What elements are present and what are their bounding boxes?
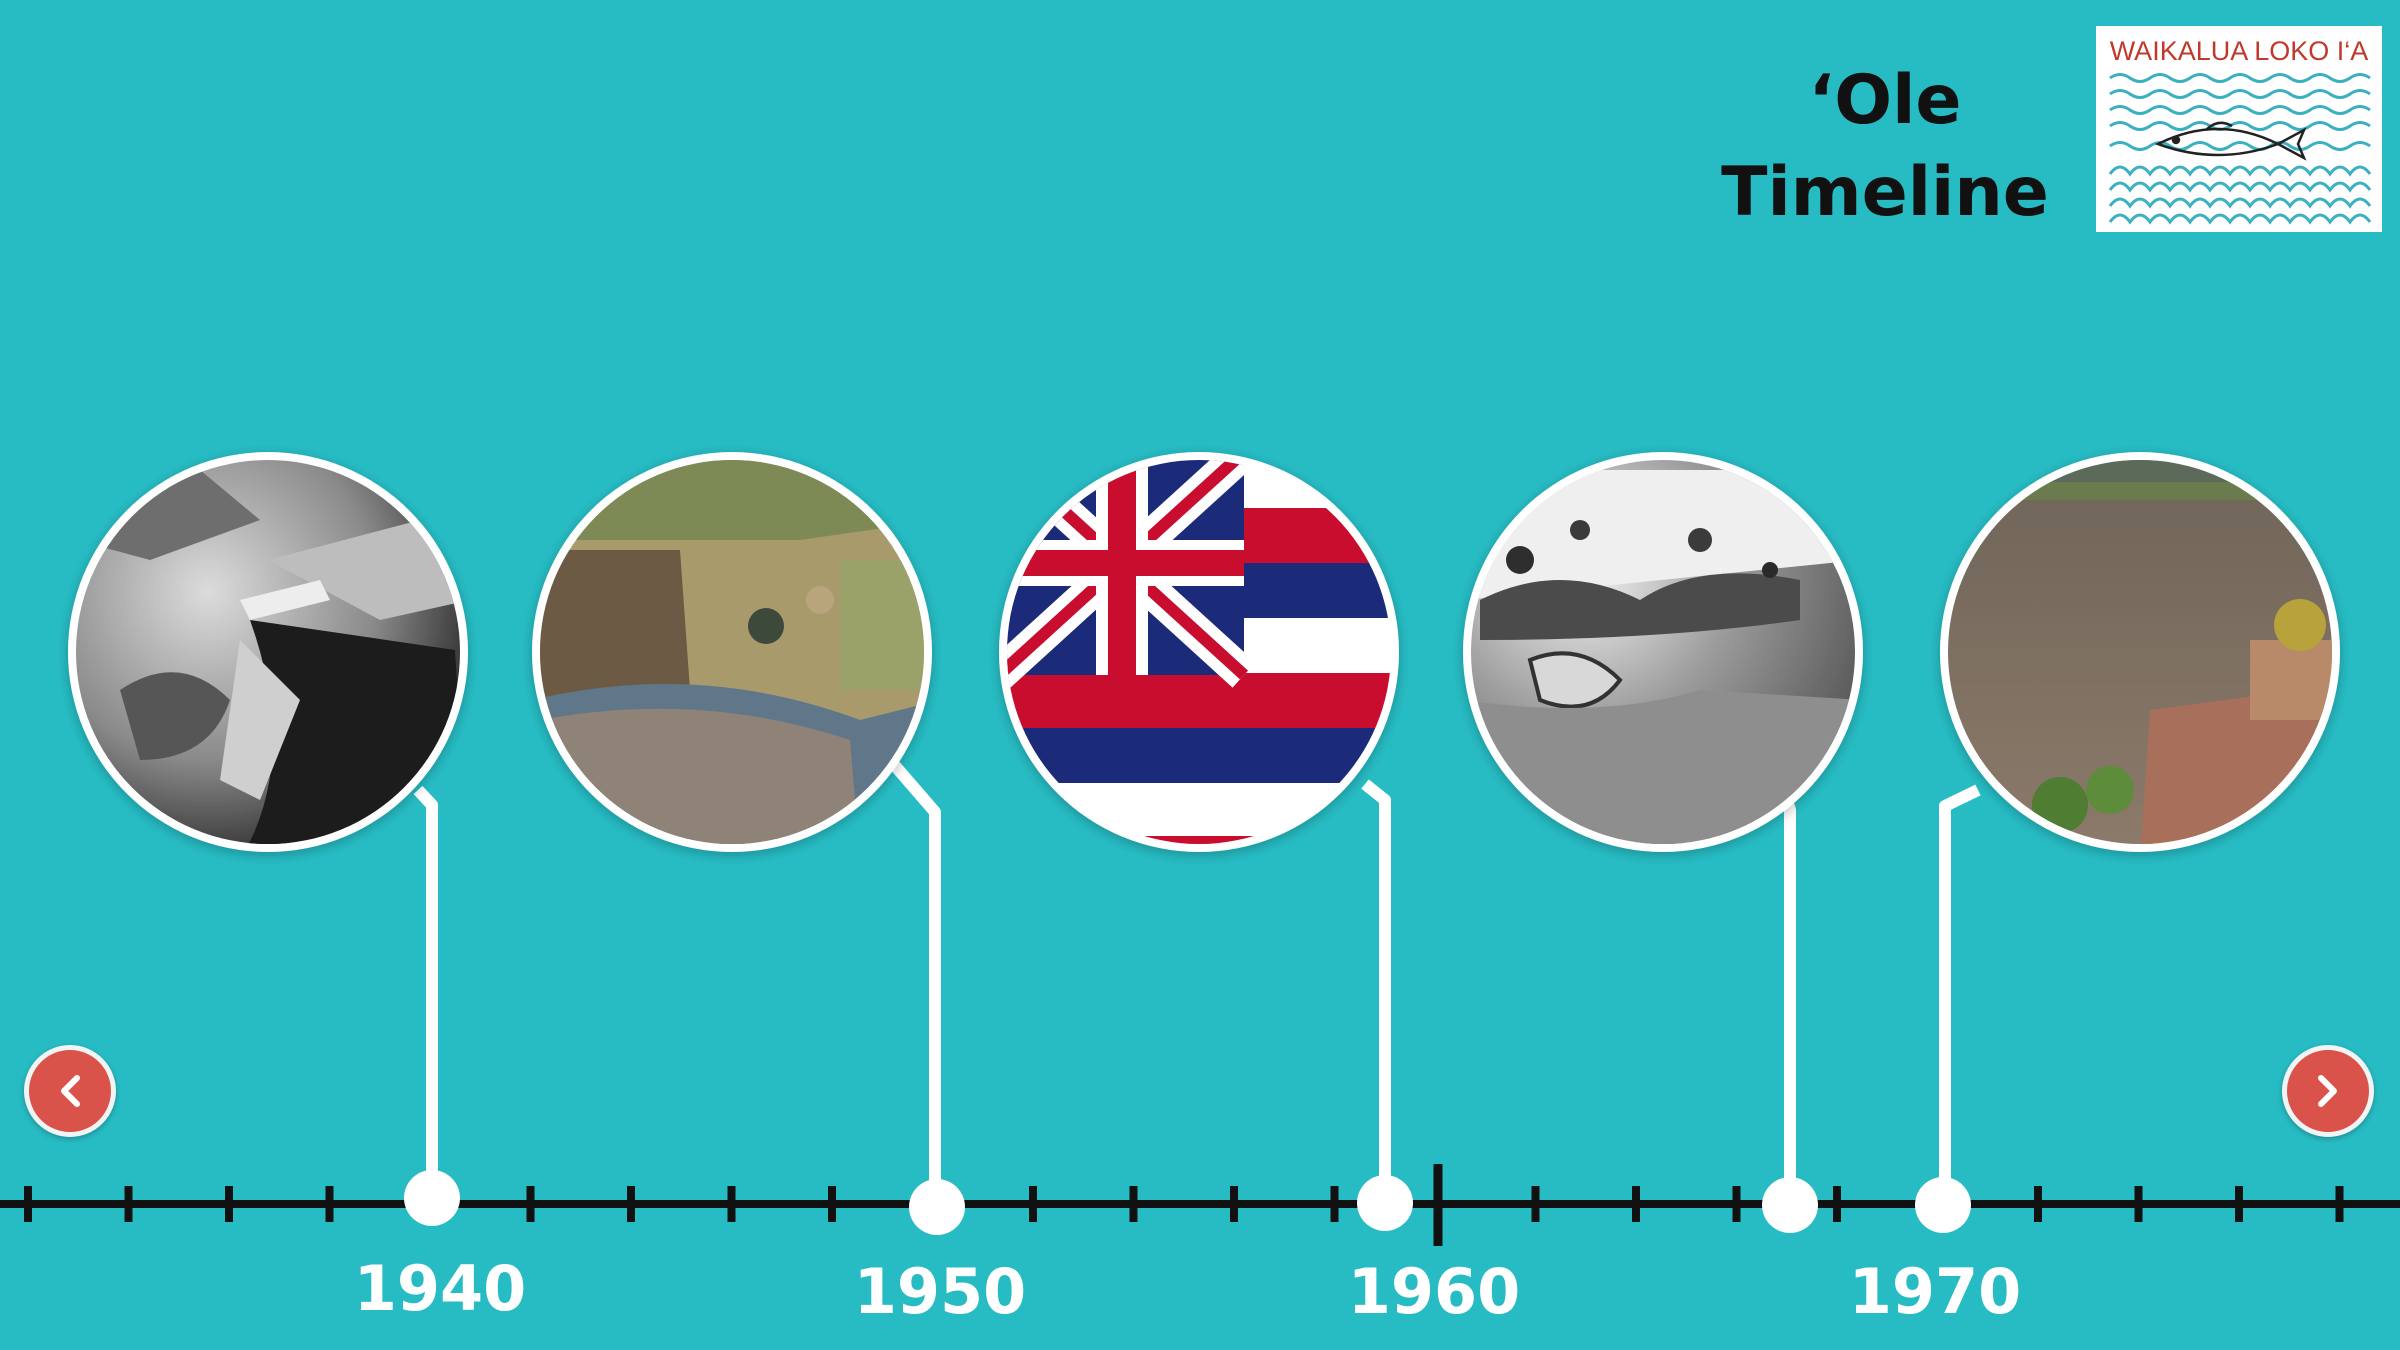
prev-button[interactable]: [24, 1045, 116, 1137]
event-dot-1: [404, 1170, 460, 1226]
event-image-2: [532, 452, 932, 852]
timeline-title: ‘Ole Timeline: [1700, 55, 2070, 239]
connector-1: [413, 785, 438, 1200]
event-image-4: [1463, 452, 1863, 852]
title-line-2: Timeline: [1721, 153, 2049, 232]
chevron-right-icon: [2318, 1075, 2337, 1107]
event-dot-2: [909, 1179, 965, 1235]
connector-5: [1939, 784, 1981, 1204]
event-dot-3: [1357, 1175, 1413, 1231]
event-image-3: [999, 452, 1399, 852]
year-label-1960: 1960: [1347, 1255, 1521, 1328]
waikalua-logo: WAIKALUA LOKO I‘A: [2096, 26, 2382, 232]
logo-text: WAIKALUA LOKO I‘A: [2110, 36, 2369, 66]
connector-3: [1361, 779, 1391, 1200]
connector-4: [1781, 798, 1796, 1204]
event-image-5: [1940, 452, 2340, 852]
year-label-1950: 1950: [853, 1255, 1027, 1328]
fish-icon: [2154, 121, 2307, 161]
connector-2: [885, 756, 941, 1204]
event-dot-5: [1915, 1177, 1971, 1233]
next-button[interactable]: [2282, 1045, 2374, 1137]
title-line-1: ‘Ole: [1808, 61, 1962, 140]
chevron-left-icon: [61, 1075, 80, 1107]
year-label-1970: 1970: [1848, 1255, 2022, 1328]
event-image-1: [68, 452, 468, 852]
year-label-1940: 1940: [353, 1252, 527, 1325]
event-dot-4: [1762, 1177, 1818, 1233]
